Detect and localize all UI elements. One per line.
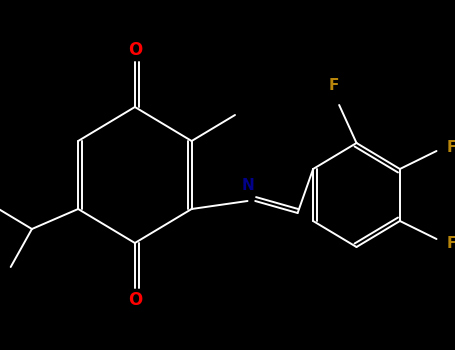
Text: F: F [446,236,455,251]
Text: N: N [241,178,254,193]
Text: O: O [128,41,142,59]
Text: F: F [446,140,455,154]
Text: F: F [328,78,339,93]
Text: O: O [128,291,142,309]
